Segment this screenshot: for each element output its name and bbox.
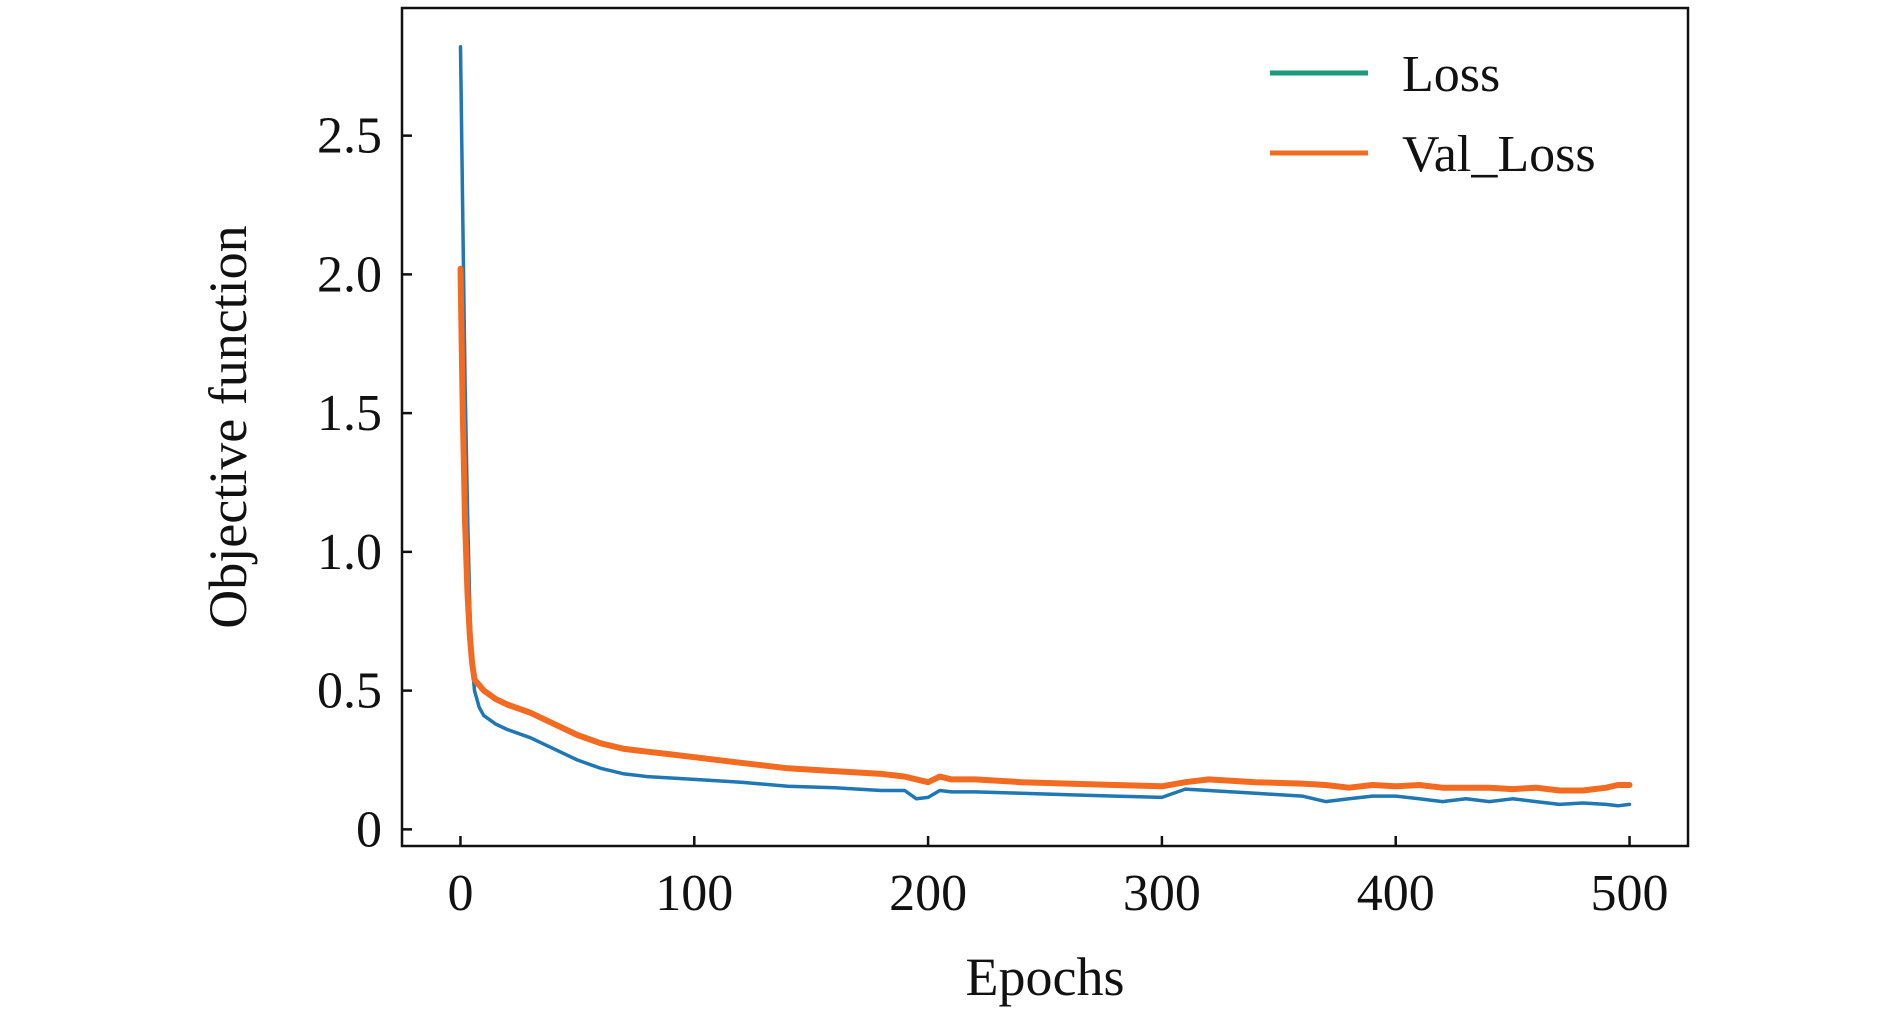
- y-tick-label: 1.5: [317, 385, 382, 442]
- y-tick-label: 2.5: [317, 108, 382, 165]
- y-tick-label: 1.0: [317, 524, 382, 581]
- y-axis-title: Objective function: [198, 225, 258, 628]
- plot-area: [400, 6, 1690, 848]
- x-tick-label: 500: [1591, 865, 1669, 922]
- y-tick-label: 0.5: [317, 663, 382, 720]
- legend-label-loss: Loss: [1402, 46, 1500, 103]
- legend-label-val-loss: Val_Loss: [1402, 126, 1596, 183]
- x-tick-label: 300: [1123, 865, 1201, 922]
- x-tick-label: 100: [655, 865, 733, 922]
- series-line-val-loss: [457, 265, 1633, 794]
- series-lines: [457, 45, 1633, 808]
- legend: Loss Val_Loss: [1270, 46, 1596, 183]
- x-tick-label: 200: [889, 865, 967, 922]
- x-tick-label: 400: [1357, 865, 1435, 922]
- y-tick-label: 0: [356, 801, 382, 858]
- x-axis-title: Epochs: [966, 947, 1125, 1007]
- axis-ticks: 0 100 200 300 400 500 0 0.5 1.0 1.5 2.0 2.5: [317, 108, 1669, 922]
- y-tick-label: 2.0: [317, 246, 382, 303]
- series-line-loss: [458, 45, 1632, 808]
- x-tick-label: 0: [447, 865, 473, 922]
